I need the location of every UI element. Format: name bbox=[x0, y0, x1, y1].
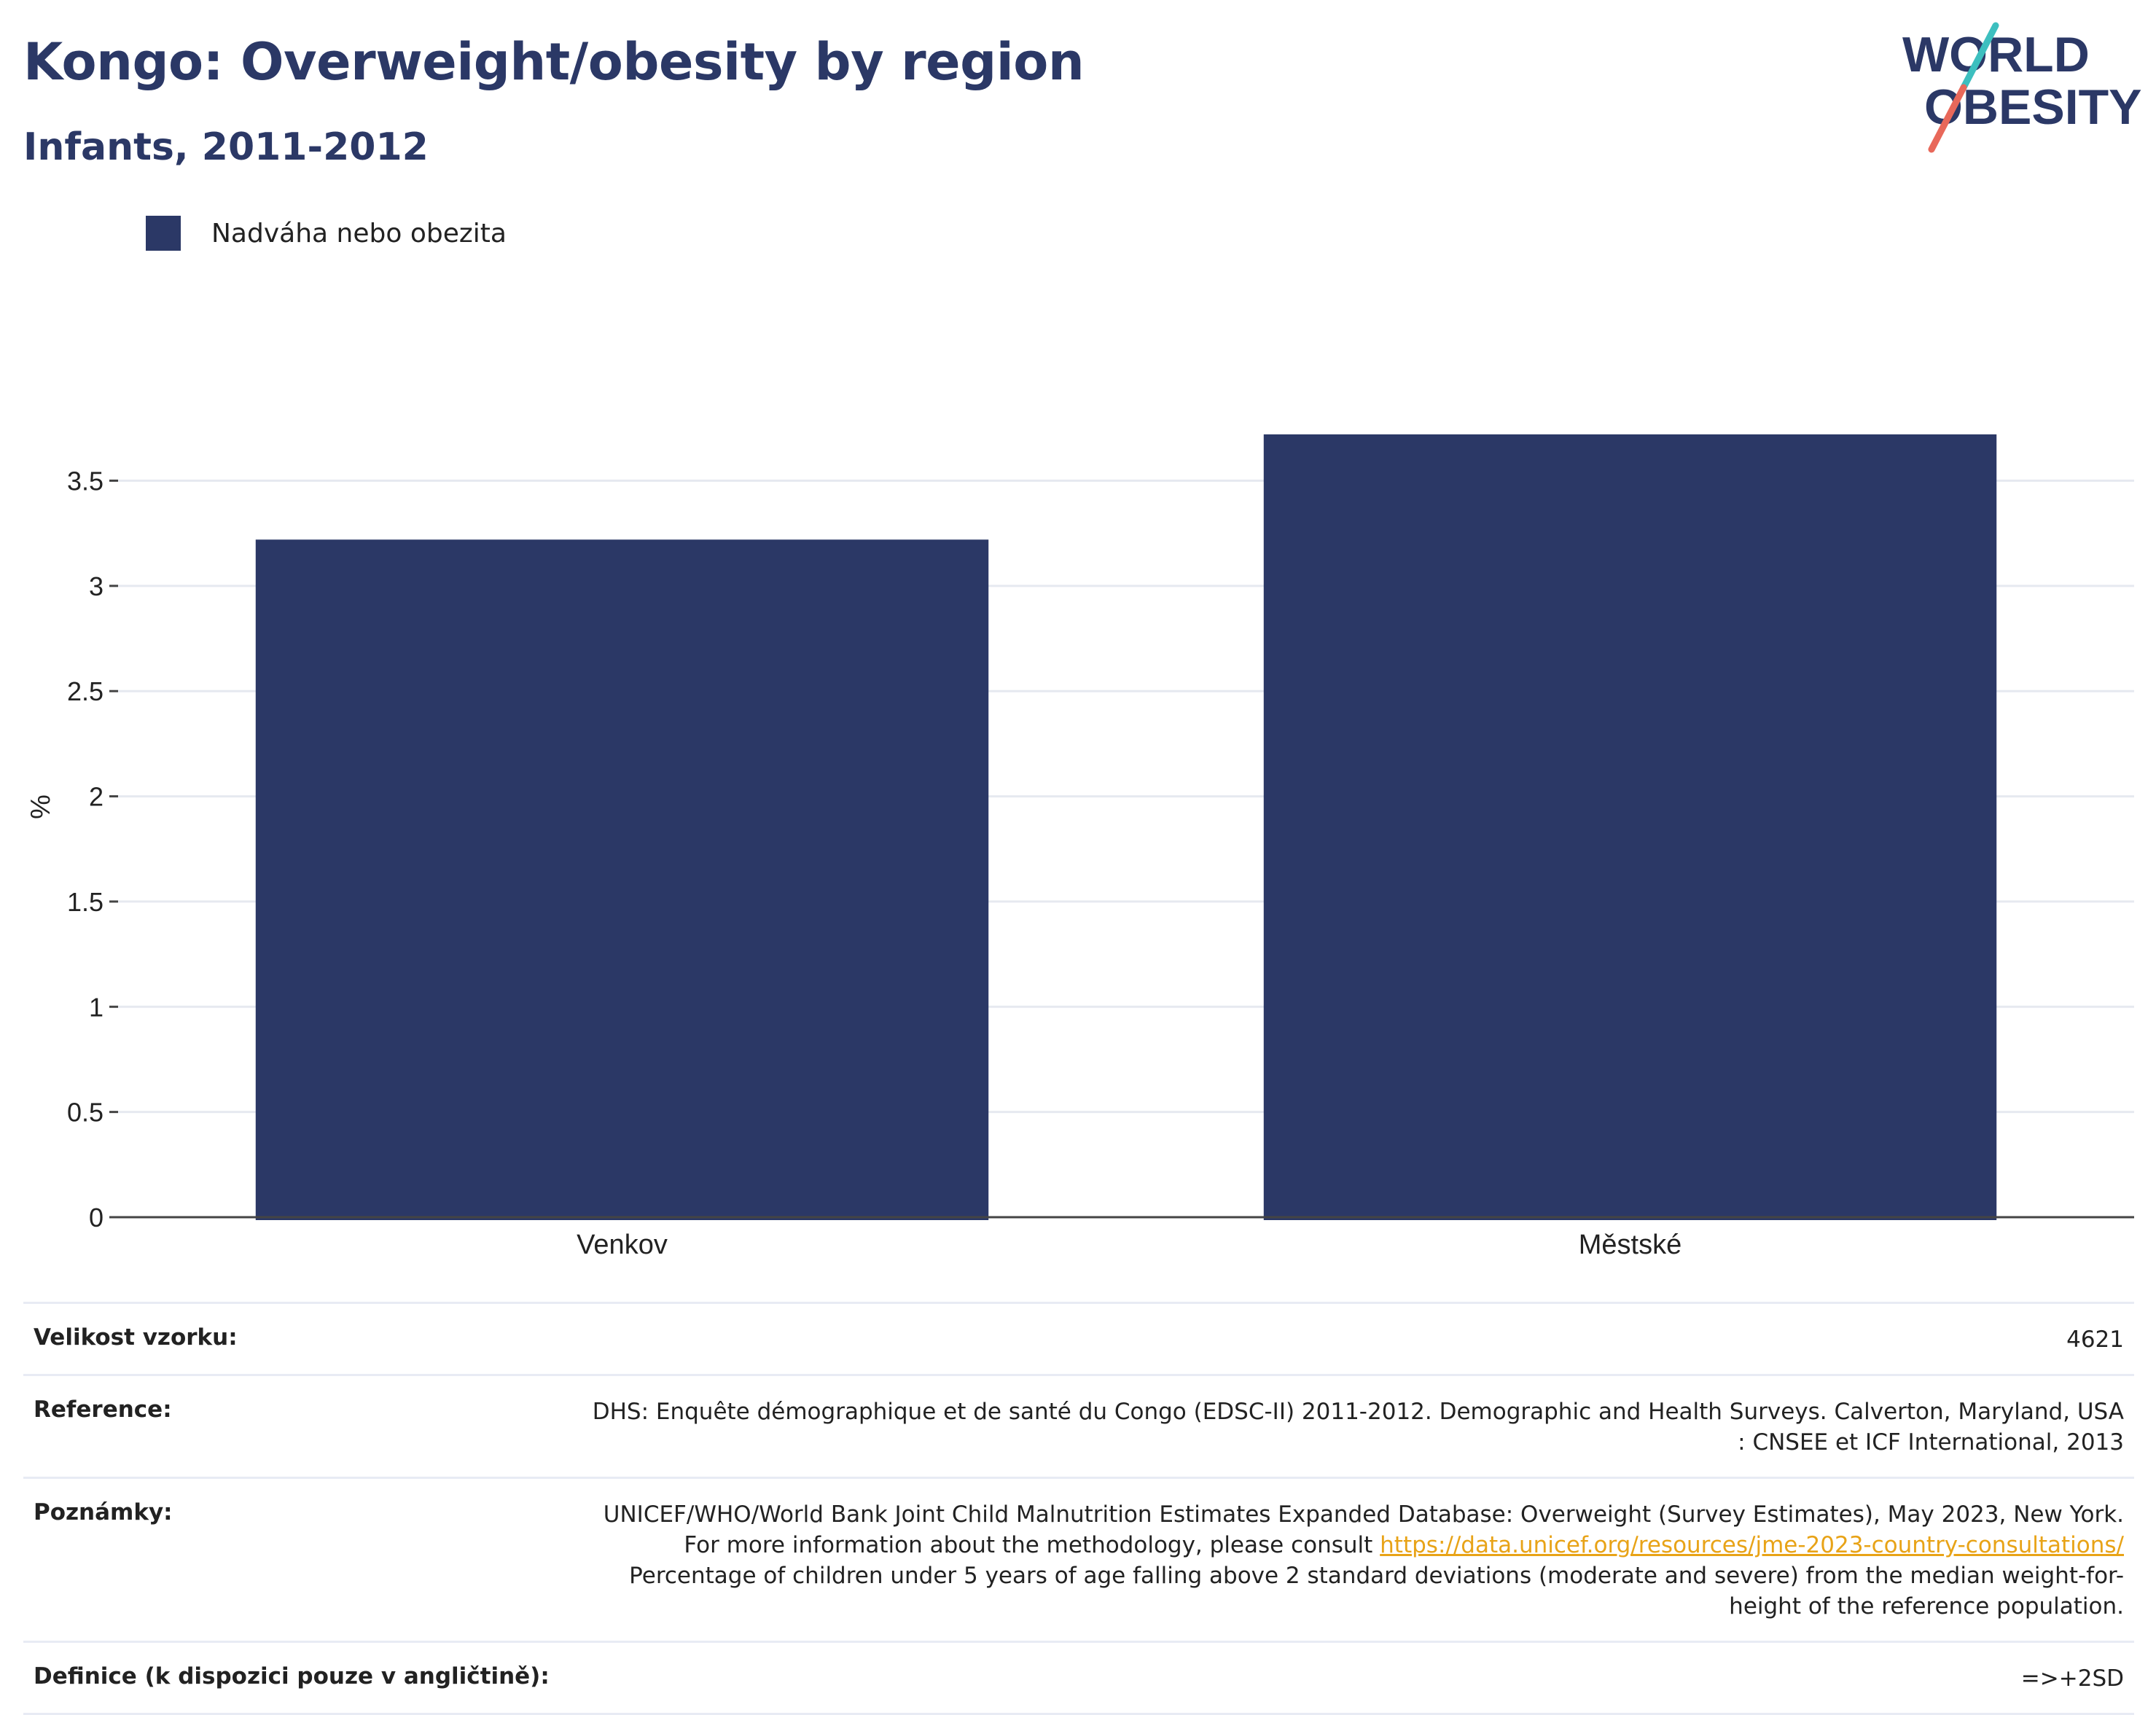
y-tick-label: 0.5 bbox=[67, 1098, 103, 1128]
logo-slash-teal bbox=[1960, 22, 1999, 91]
x-tick-label: Městské bbox=[1579, 1230, 1682, 1260]
logo-line1: WORLD bbox=[1902, 27, 2090, 82]
metadata-table: Velikost vzorku: 4621 Reference: DHS: En… bbox=[23, 1302, 2134, 1715]
definition-label: Definice (k dispozici pouze v angličtině… bbox=[34, 1663, 550, 1689]
y-tick-label: 3.5 bbox=[67, 466, 103, 496]
y-axis-label: % bbox=[26, 794, 56, 819]
logo-slash-coral bbox=[1928, 84, 1967, 153]
legend-label: Nadváha nebo obezita bbox=[211, 218, 507, 249]
chart-title: Kongo: Overweight/obesity by region bbox=[23, 32, 1085, 92]
notes-link[interactable]: https://data.unicef.org/resources/jme-20… bbox=[1380, 1532, 2124, 1558]
reference-row: Reference: DHS: Enquête démographique et… bbox=[23, 1375, 2134, 1478]
y-tick-label: 2 bbox=[89, 782, 103, 812]
bar-chart: 0 0.5 1 1.5 2 2.5 3 3.5 Venkov Městské % bbox=[26, 434, 2134, 1260]
notes-value: UNICEF/WHO/World Bank Joint Child Malnut… bbox=[569, 1478, 2134, 1642]
reference-value: DHS: Enquête démographique et de santé d… bbox=[592, 1399, 2124, 1456]
world-obesity-logo: WORLD OBESITY bbox=[1902, 22, 2142, 153]
chart-legend[interactable]: Nadváha nebo obezita bbox=[146, 216, 507, 251]
y-tick-label: 2.5 bbox=[67, 676, 103, 706]
y-tick-label: 1 bbox=[89, 992, 103, 1022]
y-tick-label: 3 bbox=[89, 571, 103, 601]
sample-size-row: Velikost vzorku: 4621 bbox=[23, 1302, 2134, 1375]
notes-text-before: UNICEF/WHO/World Bank Joint Child Malnut… bbox=[603, 1501, 2124, 1558]
definition-row: Definice (k dispozici pouze v angličtině… bbox=[23, 1641, 2134, 1714]
reference-label: Reference: bbox=[34, 1396, 172, 1423]
x-tick-label: Venkov bbox=[577, 1230, 668, 1260]
legend-swatch bbox=[146, 216, 181, 251]
y-tick-label: 1.5 bbox=[67, 887, 103, 917]
notes-row: Poznámky: UNICEF/WHO/World Bank Joint Ch… bbox=[23, 1477, 2134, 1642]
y-tick-labels: 0 0.5 1 1.5 2 2.5 3 3.5 bbox=[67, 466, 118, 1232]
y-tick-label: 0 bbox=[89, 1203, 103, 1232]
chart-subtitle: Infants, 2011-2012 bbox=[23, 125, 429, 169]
sample-size-value: 4621 bbox=[2066, 1327, 2124, 1353]
bars bbox=[255, 434, 1997, 1220]
x-tick-labels: Venkov Městské bbox=[577, 1230, 1682, 1260]
notes-label: Poznámky: bbox=[34, 1499, 173, 1525]
notes-text-after: Percentage of children under 5 years of … bbox=[629, 1563, 2124, 1620]
sample-size-label: Velikost vzorku: bbox=[34, 1324, 238, 1351]
bar-1 bbox=[255, 539, 989, 1220]
bar-2 bbox=[1263, 434, 1997, 1220]
definition-value: =>+2SD bbox=[2020, 1665, 2124, 1692]
